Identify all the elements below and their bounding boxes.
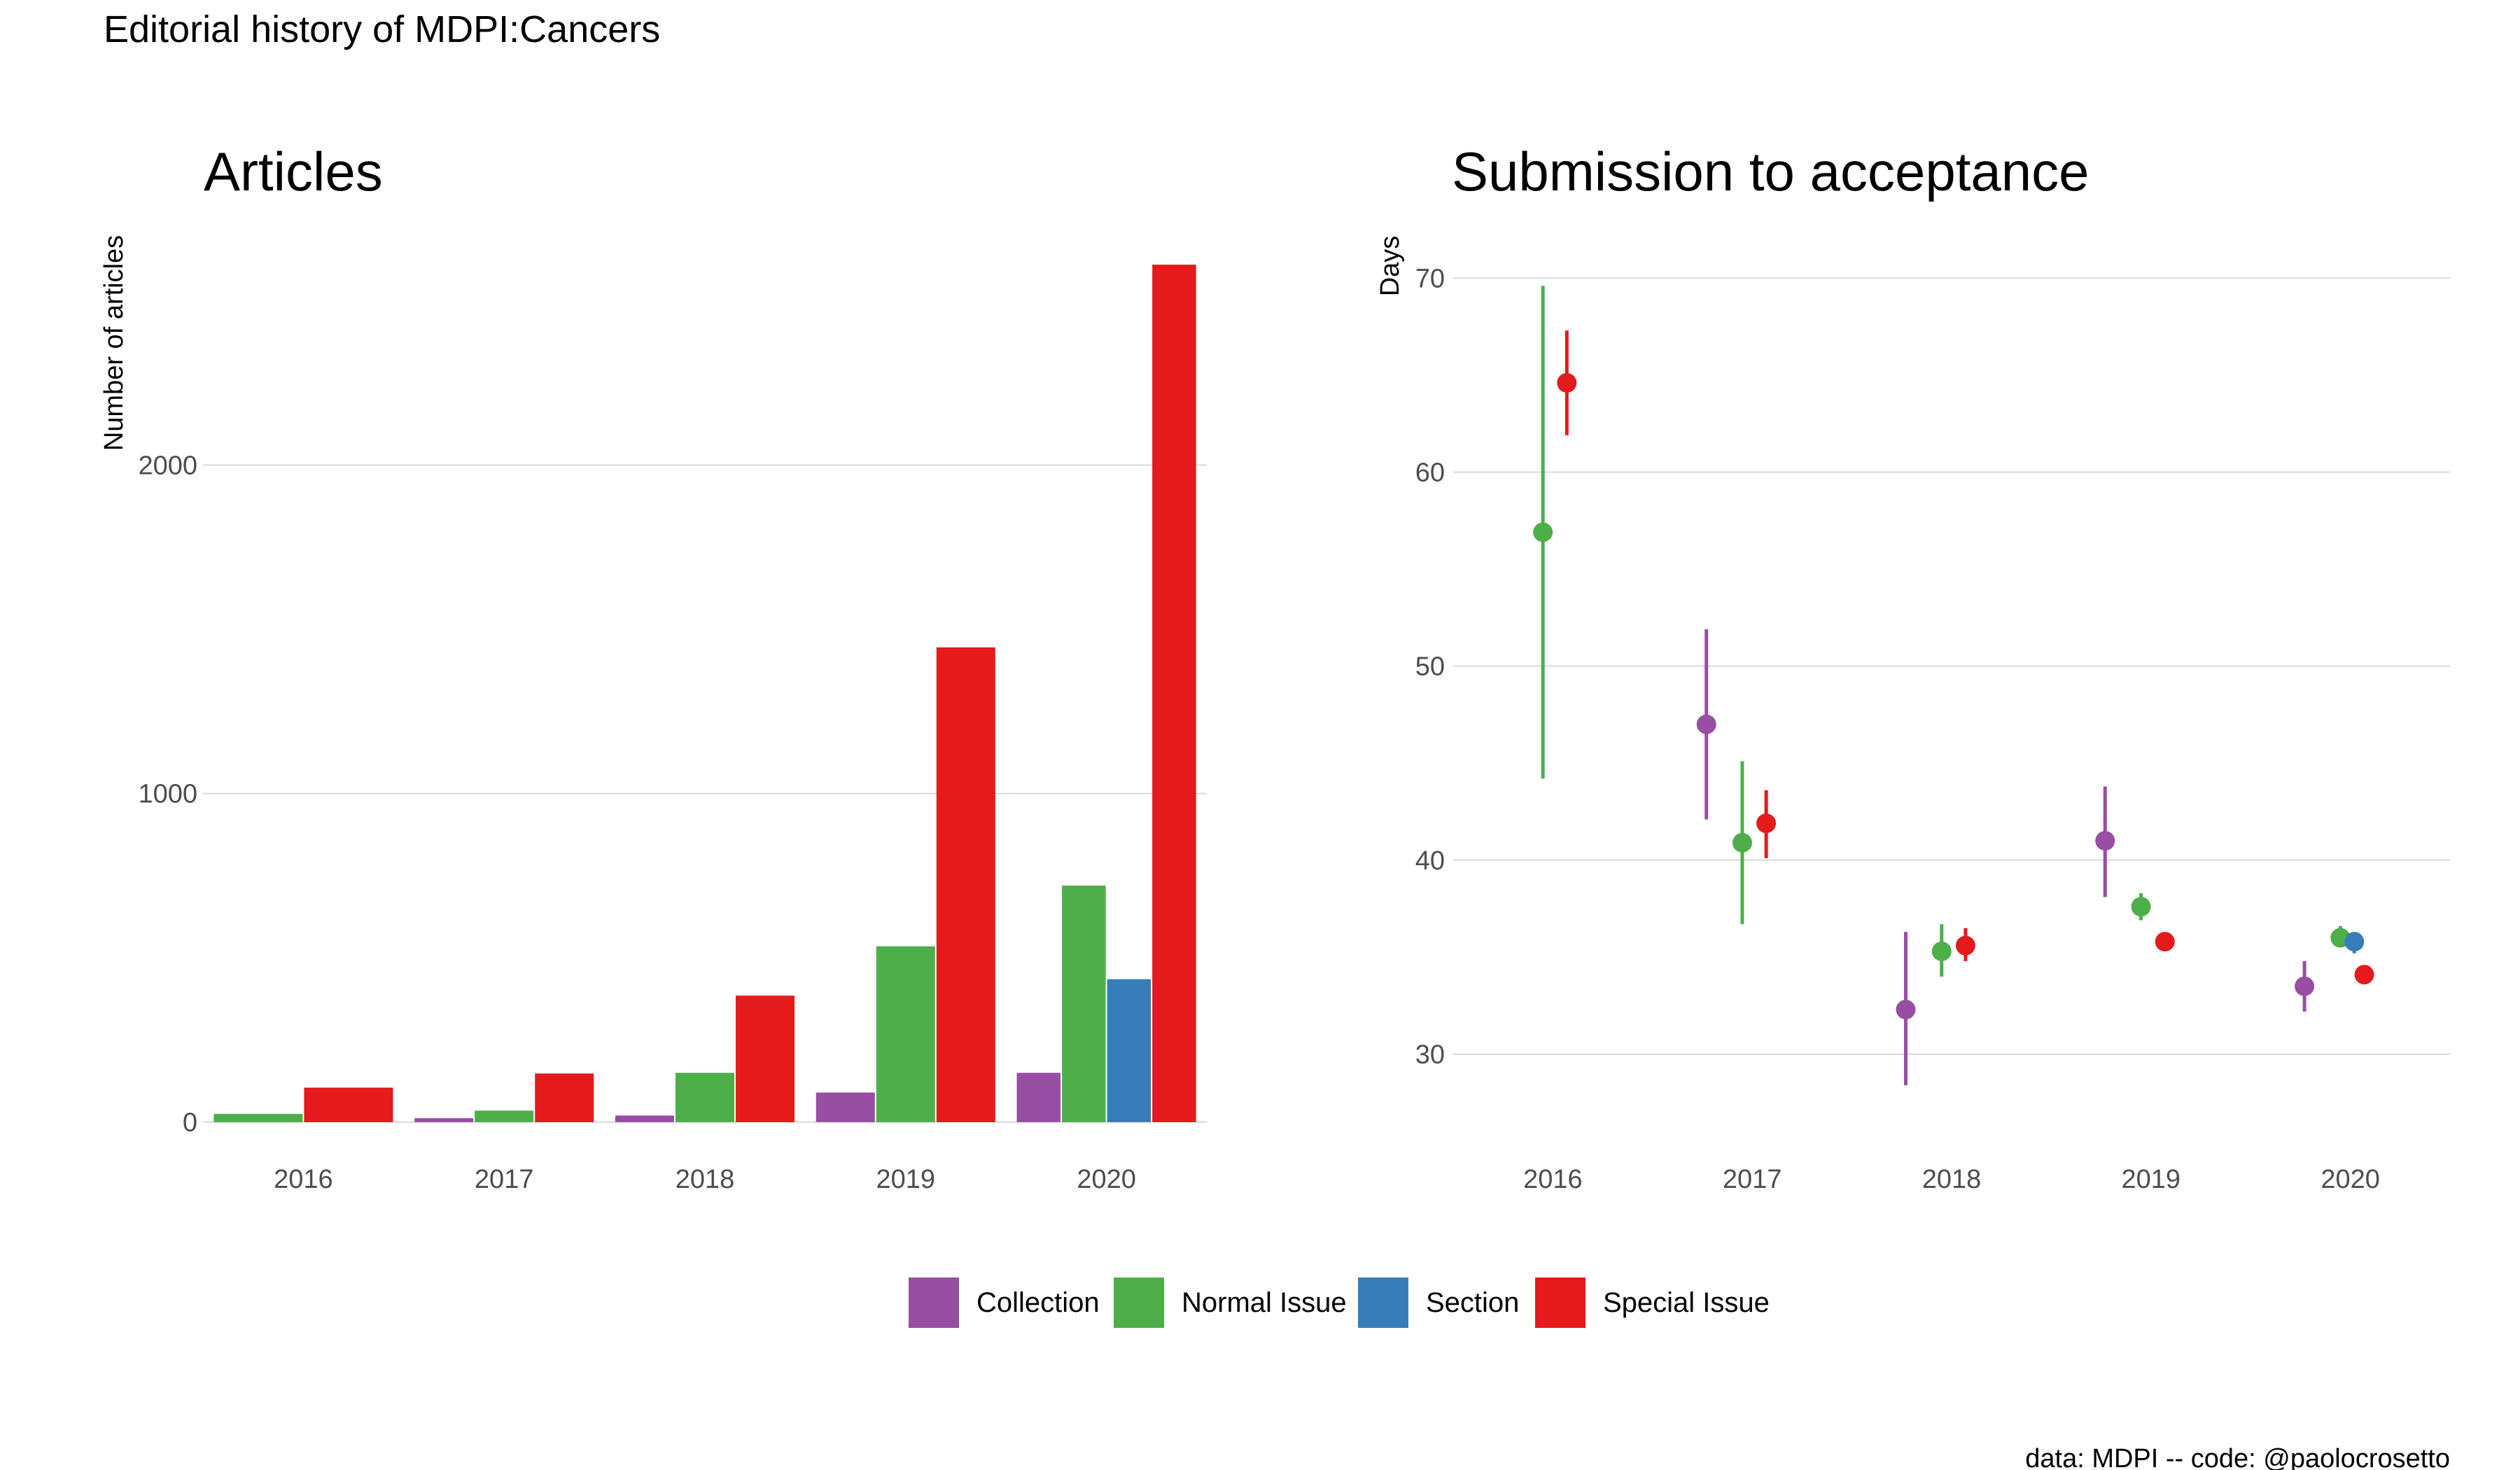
submission-y-tick-label: 50: [1415, 652, 1445, 682]
bar-special-issue-2016: [304, 1087, 393, 1122]
articles-x-tick-label: 2018: [676, 1165, 735, 1194]
bar-normal-issue-2020: [1062, 886, 1106, 1122]
bar-special-issue-2020: [1152, 265, 1196, 1122]
point-special-issue-2016: [1557, 372, 1577, 393]
point-normal-issue-2016: [1533, 522, 1553, 542]
bar-normal-issue-2017: [475, 1110, 534, 1122]
articles-x-tick-label: 2017: [475, 1165, 534, 1194]
submission-y-tick-label: 40: [1415, 846, 1445, 876]
articles-y-axis-title: Number of articles: [99, 235, 129, 451]
submission-panel-title: Submission to acceptance: [1452, 141, 2090, 202]
point-collection-2019: [2095, 831, 2115, 851]
point-normal-issue-2019: [2131, 897, 2151, 917]
bar-collection-2020: [1016, 1072, 1061, 1122]
articles-y-tick-label: 2000: [138, 451, 197, 480]
submission-gridlines: [1453, 277, 2450, 1055]
legend-label-special-issue: Special Issue: [1603, 1287, 1770, 1318]
articles-panel-title: Articles: [204, 141, 383, 202]
point-special-issue-2017: [1756, 813, 1777, 834]
submission-y-tick-label: 70: [1415, 264, 1445, 293]
bar-special-issue-2017: [535, 1073, 594, 1122]
submission-x-tick-label: 2018: [1922, 1165, 1982, 1194]
submission-x-tick-label: 2020: [2320, 1165, 2380, 1194]
submission-points: [1533, 286, 2374, 1086]
bar-special-issue-2019: [936, 647, 995, 1122]
articles-x-ticks: 2016 2017 2018 2019 2020: [274, 1165, 1136, 1194]
submission-y-axis-title: Days: [1376, 236, 1405, 297]
articles-x-tick-label: 2019: [876, 1165, 936, 1194]
bar-normal-issue-2019: [876, 946, 935, 1122]
point-collection-2018: [1896, 1000, 1916, 1020]
point-special-issue-2019: [2155, 932, 2175, 952]
point-collection-2017: [1696, 714, 1716, 734]
submission-y-ticks: 30 40 50 60 70: [1415, 264, 1445, 1070]
articles-x-tick-label: 2020: [1077, 1165, 1136, 1194]
point-normal-issue-2017: [1732, 832, 1752, 853]
figure-title: Editorial history of MDPI:Cancers: [104, 8, 660, 50]
submission-y-tick-label: 60: [1415, 458, 1445, 487]
bar-normal-issue-2016: [214, 1114, 303, 1122]
articles-y-tick-label: 1000: [138, 780, 197, 809]
articles-y-tick-label: 0: [183, 1108, 197, 1138]
submission-x-tick-label: 2019: [2122, 1165, 2181, 1194]
articles-panel: Articles Number of articles 0 1000 2000 20…: [99, 141, 1207, 1194]
submission-panel: Submission to acceptance Days 30 40 50 60 70…: [1376, 141, 2450, 1194]
submission-x-tick-label: 2016: [1523, 1165, 1583, 1194]
articles-gridlines: [203, 464, 1207, 1123]
bar-collection-2018: [615, 1115, 674, 1122]
submission-x-ticks: 2016 2017 2018 2019 2020: [1523, 1165, 2380, 1194]
bar-collection-2017: [414, 1118, 474, 1122]
legend: Collection Normal Issue Section Special …: [909, 1278, 1770, 1328]
bar-normal-issue-2018: [675, 1072, 735, 1122]
point-special-issue-2020: [2354, 965, 2374, 985]
bar-section-2020: [1107, 979, 1152, 1122]
articles-y-ticks: 0 1000 2000: [138, 451, 197, 1138]
bar-special-issue-2018: [736, 995, 795, 1122]
legend-label-collection: Collection: [976, 1287, 1100, 1318]
articles-bars: [214, 265, 1196, 1122]
legend-swatch-special-issue: [1535, 1278, 1586, 1328]
point-normal-issue-2018: [1931, 941, 1952, 962]
bar-collection-2019: [816, 1092, 875, 1122]
legend-swatch-normal-issue: [1114, 1278, 1164, 1328]
point-collection-2020: [2295, 976, 2315, 996]
legend-swatch-section: [1358, 1278, 1408, 1328]
point-special-issue-2018: [1955, 935, 1975, 955]
legend-label-section: Section: [1426, 1287, 1519, 1318]
legend-swatch-collection: [909, 1278, 959, 1328]
submission-x-tick-label: 2017: [1723, 1165, 1782, 1194]
articles-x-tick-label: 2016: [274, 1165, 333, 1194]
caption: data: MDPI -- code: @paolocrosetto: [2025, 1444, 2450, 1470]
submission-y-tick-label: 30: [1415, 1040, 1445, 1070]
point-section-2020: [2344, 932, 2365, 952]
legend-label-normal-issue: Normal Issue: [1182, 1287, 1347, 1318]
